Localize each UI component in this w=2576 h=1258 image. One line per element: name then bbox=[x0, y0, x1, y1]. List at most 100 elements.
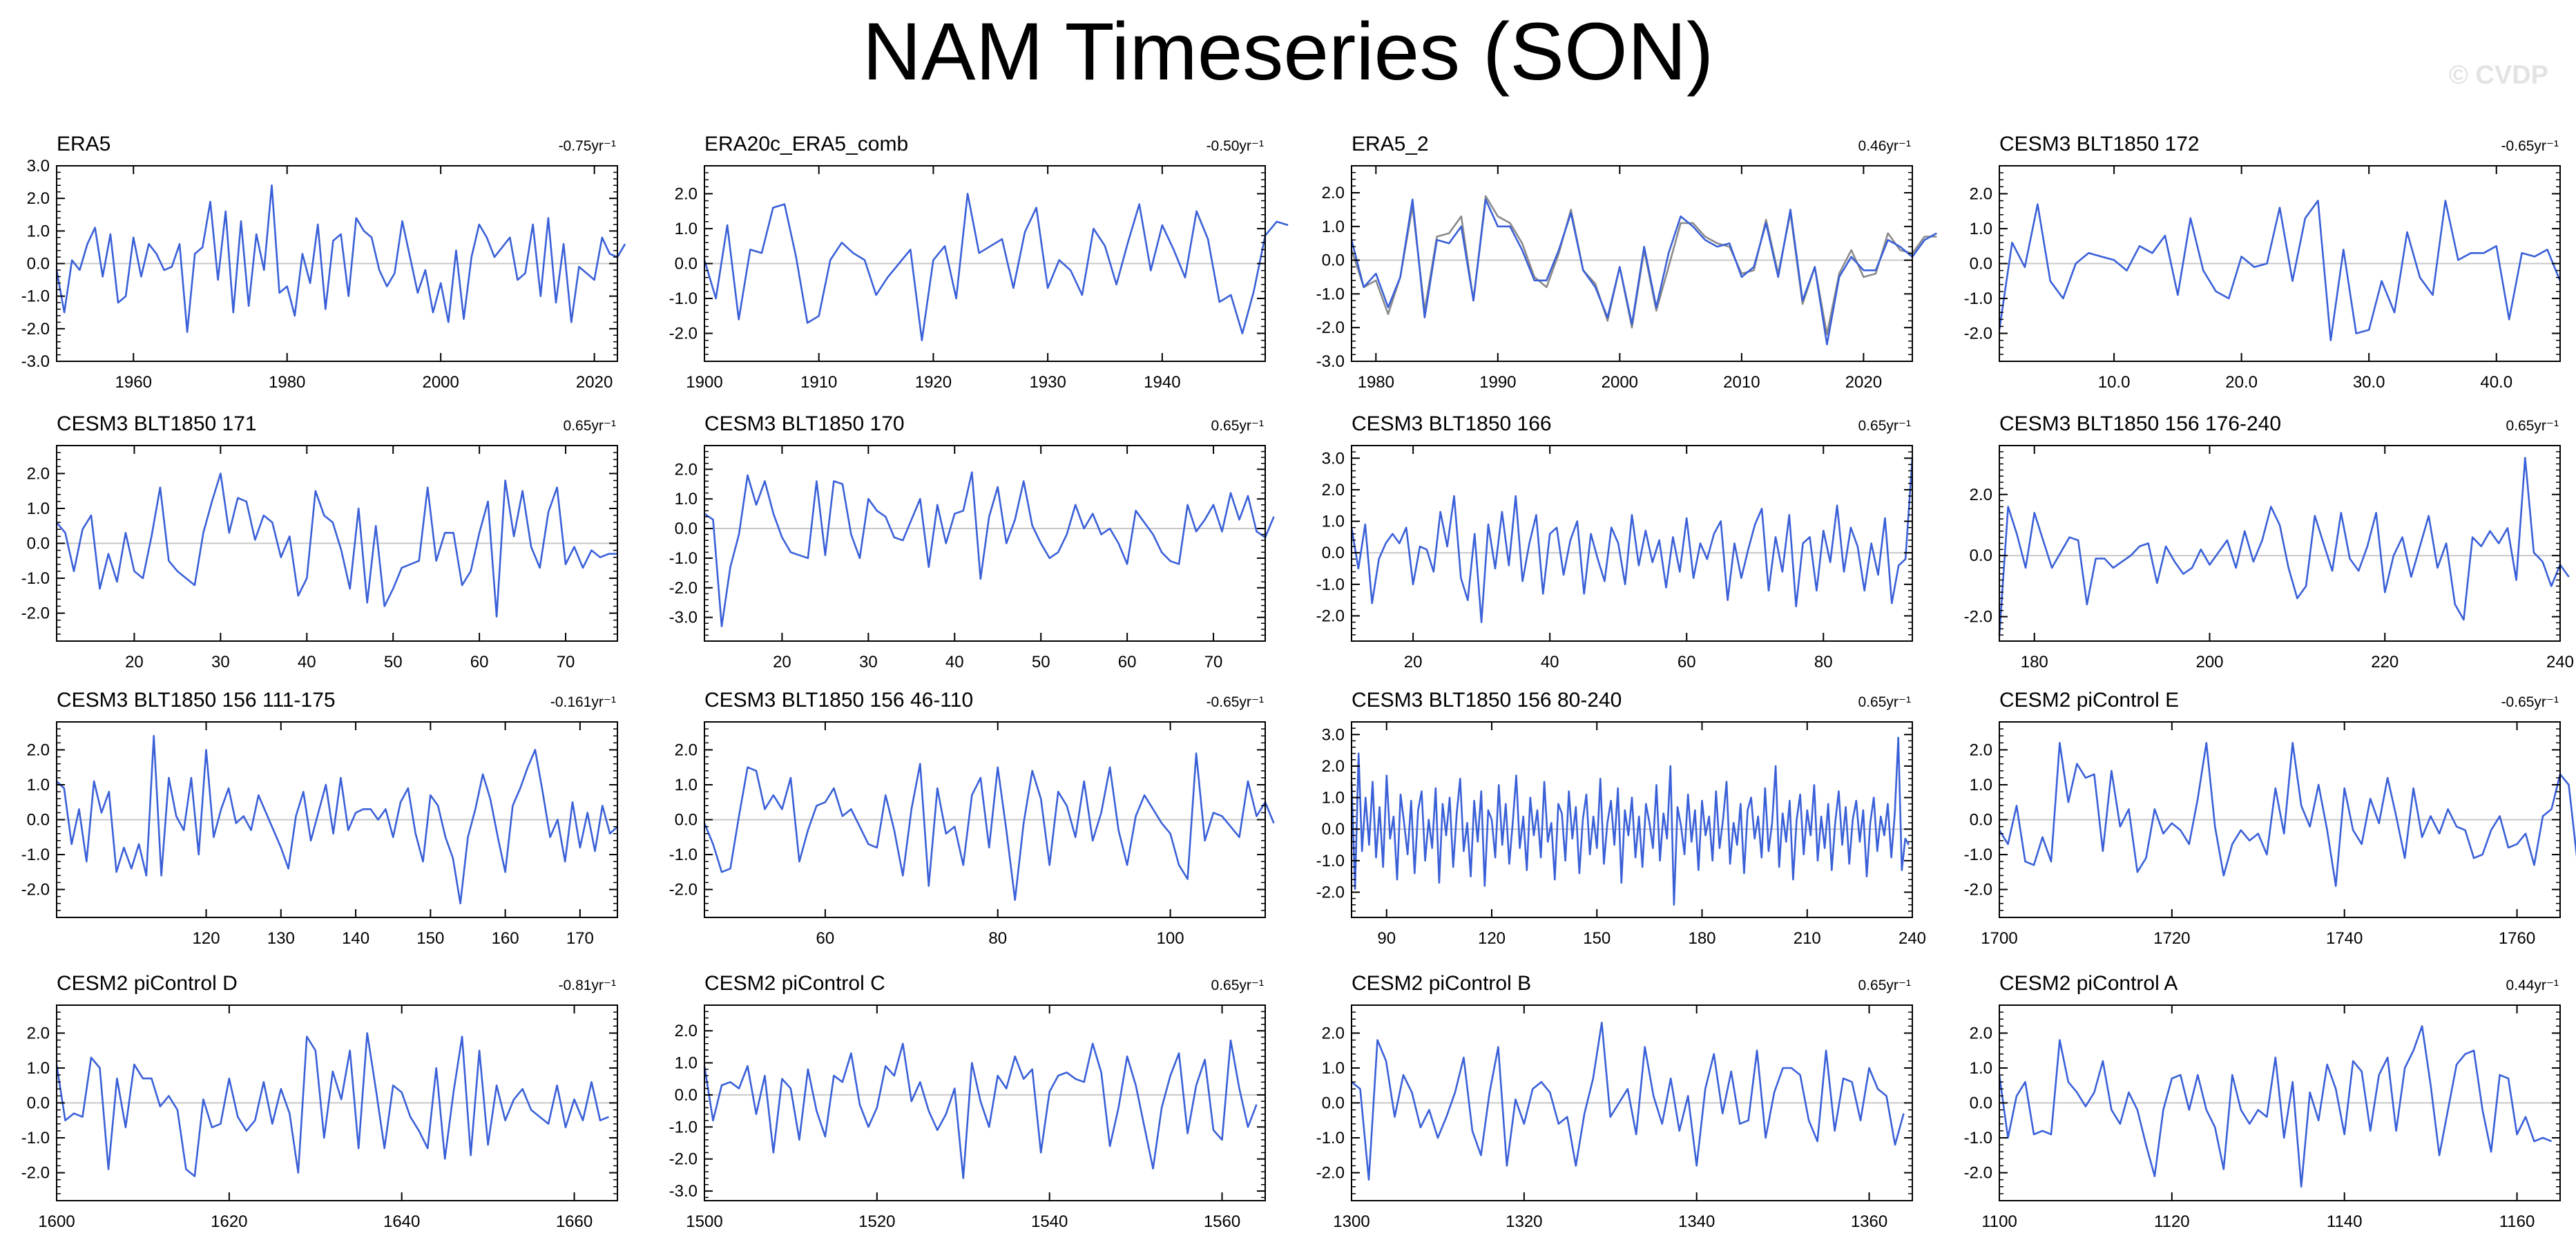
y-tick-label: 1.0 bbox=[27, 776, 50, 794]
y-tick-label: -2.0 bbox=[1964, 881, 1992, 899]
x-tick-label: 1160 bbox=[2499, 1212, 2535, 1231]
x-tick-label: 180 bbox=[1688, 929, 1715, 948]
y-tick-label: 0.0 bbox=[675, 520, 698, 538]
y-tick-label: -1.0 bbox=[21, 287, 50, 306]
x-tick-label: 60 bbox=[1678, 653, 1696, 671]
x-tick-label: 180 bbox=[2021, 653, 2048, 671]
x-tick-label: 50 bbox=[1032, 653, 1050, 671]
y-tick-label: 1.0 bbox=[1970, 1059, 1992, 1078]
y-tick-label: 1.0 bbox=[1322, 789, 1345, 808]
y-tick-label: -2.0 bbox=[21, 881, 50, 899]
y-tick-label: 2.0 bbox=[1970, 486, 1992, 504]
y-tick-label: 1.0 bbox=[675, 776, 698, 794]
y-tick-label: 2.0 bbox=[675, 1022, 698, 1040]
x-tick-label: 1620 bbox=[211, 1212, 247, 1231]
x-tick-label: 20 bbox=[1404, 653, 1423, 671]
panel-title: CESM3 BLT1850 156 46-110 bbox=[704, 689, 973, 712]
y-tick-label: 1.0 bbox=[675, 490, 698, 508]
x-tick-label: 1740 bbox=[2326, 929, 2363, 948]
y-tick-label: 2.0 bbox=[1322, 1024, 1345, 1042]
x-tick-label: 90 bbox=[1377, 929, 1396, 948]
y-tick-label: 1.0 bbox=[27, 499, 50, 518]
y-tick-label: 2.0 bbox=[27, 464, 50, 483]
y-tick-label: 2.0 bbox=[27, 189, 50, 208]
series-line-1 bbox=[55, 473, 617, 618]
y-tick-label: -2.0 bbox=[669, 579, 698, 598]
x-tick-label: 20 bbox=[125, 653, 144, 671]
plot-frame bbox=[1351, 445, 1913, 642]
panel-title: CESM2 piControl E bbox=[1999, 689, 2179, 712]
x-tick-label: 210 bbox=[1794, 929, 1821, 948]
panel-title: ERA20c_ERA5_comb bbox=[704, 133, 908, 155]
trend-label: -0.75yr⁻¹ bbox=[559, 138, 616, 154]
panel-5: 2.0 1.0 0.0 -1.0 -2.0 20 30 40 50 60 70 CESM3 BLT18… bbox=[21, 412, 618, 671]
panel-title: ERA5 bbox=[57, 133, 110, 155]
y-tick-label: 0.0 bbox=[27, 535, 50, 553]
x-tick-label: 2000 bbox=[1602, 373, 1638, 392]
x-tick-label: 1720 bbox=[2153, 929, 2190, 948]
y-tick-label: -2.0 bbox=[1316, 1164, 1345, 1183]
y-tick-label: -1.0 bbox=[669, 846, 698, 864]
y-tick-label: -2.0 bbox=[1964, 325, 1992, 343]
panel-4: 2.0 1.0 0.0 -1.0 -2.0 10.0 20.0 30.0 40.0 CESM3 B… bbox=[1964, 133, 2561, 392]
series-line-1 bbox=[1350, 736, 1910, 906]
series-line-2 bbox=[1350, 195, 1937, 336]
cvdp-watermark: © CVDP bbox=[2448, 61, 2548, 90]
y-tick-label: 0.0 bbox=[27, 811, 50, 830]
x-tick-label: 1500 bbox=[686, 1212, 722, 1231]
x-tick-label: 40.0 bbox=[2480, 373, 2512, 392]
x-tick-label: 20.0 bbox=[2225, 373, 2258, 392]
y-tick-label: -2.0 bbox=[1316, 607, 1345, 625]
x-tick-label: 1600 bbox=[38, 1212, 75, 1231]
x-tick-label: 10.0 bbox=[2098, 373, 2131, 392]
x-tick-label: 220 bbox=[2371, 653, 2399, 671]
y-tick-label: -3.0 bbox=[21, 352, 50, 371]
y-tick-label: -3.0 bbox=[1316, 352, 1345, 371]
panel-title: CESM2 piControl D bbox=[57, 972, 238, 995]
x-tick-label: 60 bbox=[1118, 653, 1137, 671]
x-tick-label: 1540 bbox=[1031, 1212, 1068, 1231]
plot-frame bbox=[1999, 445, 2561, 642]
y-tick-label: 1.0 bbox=[27, 1059, 50, 1078]
y-tick-label: 3.0 bbox=[1322, 449, 1345, 468]
x-tick-label: 40 bbox=[1541, 653, 1559, 671]
trend-label: 0.65yr⁻¹ bbox=[1211, 418, 1264, 434]
y-tick-label: -2.0 bbox=[669, 1150, 698, 1169]
x-tick-label: 1910 bbox=[800, 373, 837, 392]
x-tick-label: 80 bbox=[1814, 653, 1833, 671]
x-tick-label: 30.0 bbox=[2353, 373, 2385, 392]
x-tick-label: 2020 bbox=[576, 373, 613, 392]
panel-title: CESM3 BLT1850 172 bbox=[1999, 133, 2200, 155]
series-line-1 bbox=[703, 193, 1289, 342]
series-line-1 bbox=[55, 1032, 609, 1177]
y-tick-label: 2.0 bbox=[1322, 481, 1345, 499]
y-tick-label: -1.0 bbox=[21, 569, 50, 588]
x-tick-label: 20 bbox=[773, 653, 791, 671]
panel-title: CESM3 BLT1850 170 bbox=[704, 412, 905, 435]
y-tick-label: 1.0 bbox=[1322, 513, 1345, 531]
x-tick-label: 150 bbox=[1583, 929, 1611, 948]
plot-frame bbox=[704, 445, 1266, 642]
panel-14: 2.0 1.0 0.0 -1.0 -2.0 -3.0 1500 1520 1540 1560 CES… bbox=[669, 972, 1266, 1231]
x-tick-label: 1940 bbox=[1144, 373, 1180, 392]
trend-label: 0.65yr⁻¹ bbox=[1858, 978, 1911, 993]
y-tick-label: -1.0 bbox=[1316, 575, 1345, 594]
y-tick-label: 0.0 bbox=[1322, 544, 1345, 562]
panel-title: CESM3 BLT1850 166 bbox=[1352, 412, 1552, 435]
y-tick-label: 2.0 bbox=[27, 741, 50, 759]
panel-9: 2.0 1.0 0.0 -1.0 -2.0 120 130 140 150 160 170 CESM3… bbox=[21, 689, 618, 948]
x-tick-label: 1520 bbox=[858, 1212, 895, 1231]
x-tick-label: 130 bbox=[267, 929, 295, 948]
series-line-1 bbox=[704, 471, 1275, 627]
y-tick-label: 2.0 bbox=[27, 1024, 50, 1042]
y-tick-label: 0.0 bbox=[1322, 1094, 1345, 1113]
y-tick-label: 1.0 bbox=[27, 222, 50, 240]
y-tick-label: 0.0 bbox=[1970, 811, 1992, 830]
y-tick-label: 1.0 bbox=[1322, 1059, 1345, 1078]
x-tick-label: 80 bbox=[988, 929, 1007, 948]
y-tick-label: -2.0 bbox=[669, 881, 698, 899]
x-tick-label: 1980 bbox=[269, 373, 305, 392]
series-line-1 bbox=[1998, 742, 2576, 887]
y-tick-label: 3.0 bbox=[1322, 725, 1345, 744]
x-tick-label: 1560 bbox=[1204, 1212, 1240, 1231]
